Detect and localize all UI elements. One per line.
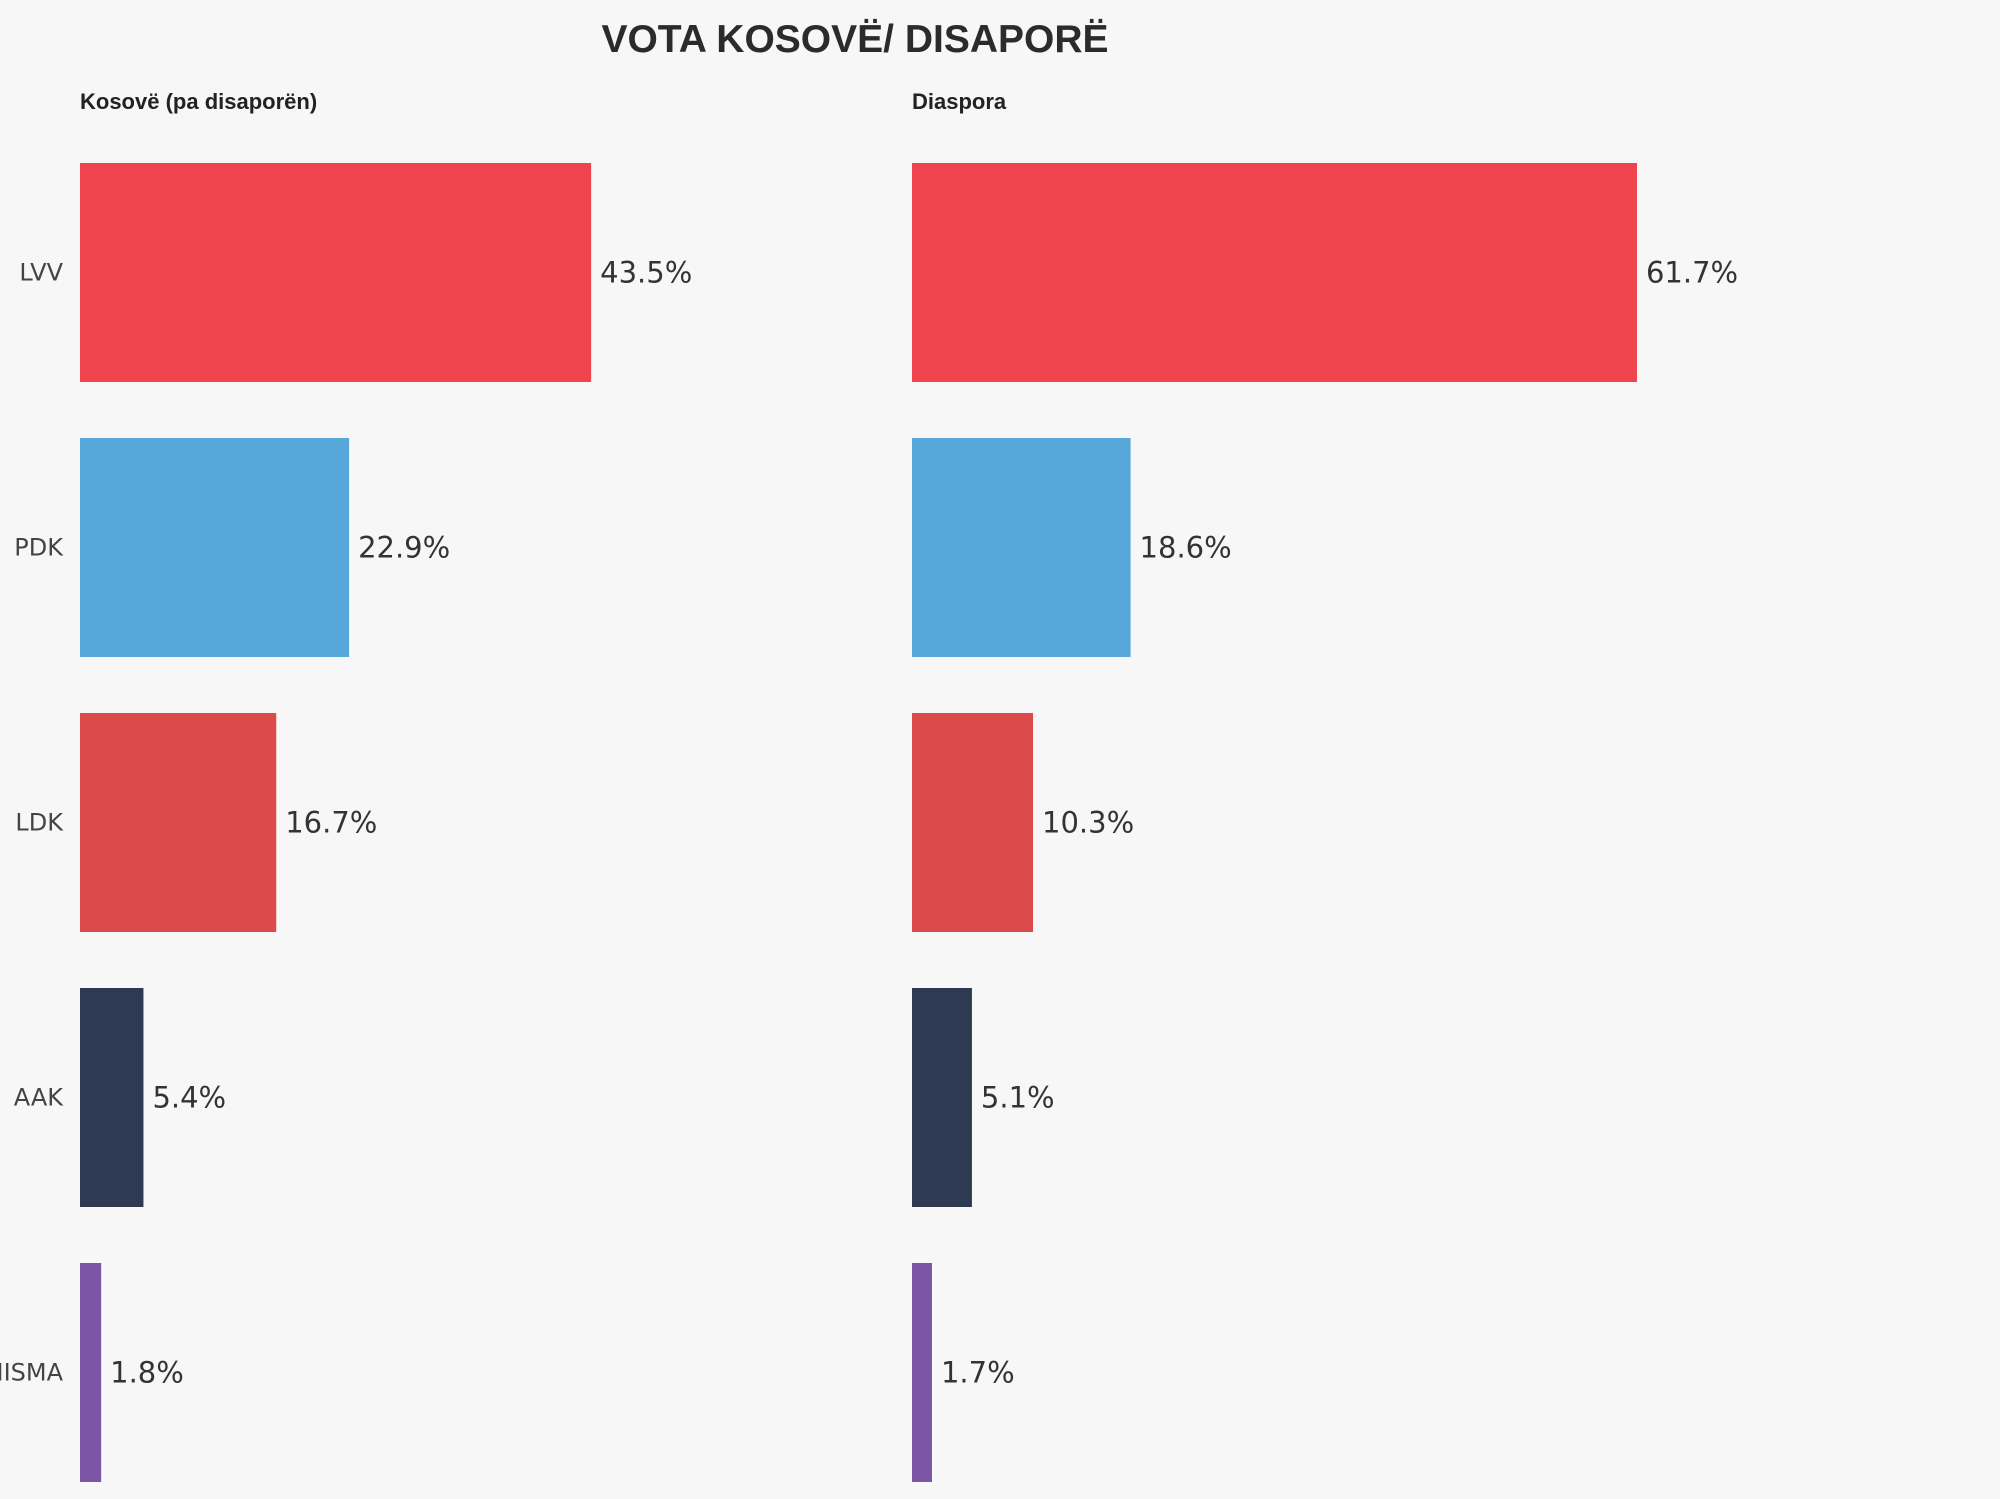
bar-diaspora-aak <box>912 988 972 1207</box>
value-label-diaspora-nisma: 1.7% <box>941 1356 1015 1390</box>
value-label-diaspora-ldk: 10.3% <box>1042 806 1134 840</box>
bar-kosove-lvv <box>80 163 592 382</box>
value-label-diaspora-lvv: 61.7% <box>1646 256 1738 290</box>
bar-diaspora-nisma <box>912 1263 932 1482</box>
chart-title: VOTA KOSOVË/ DISAPORË <box>601 18 1108 61</box>
panel-title-kosove: Kosovë (pa disaporën) <box>80 89 317 114</box>
bar-diaspora-ldk <box>912 713 1034 932</box>
category-label-ldk: LDK <box>15 809 64 837</box>
panel-kosove: 43.5% LVV 22.9% PDK 16.7% LDK 5.4% AAK 1.8% NISMA <box>0 163 692 1482</box>
bar-diaspora-lvv <box>912 163 1637 382</box>
category-label-lvv: LVV <box>19 259 63 287</box>
bar-kosove-ldk <box>80 713 277 932</box>
value-label-kosove-aak: 5.4% <box>152 1081 226 1115</box>
panel-diaspora: 61.7% 18.6% 10.3% 5.1% 1.7% <box>912 163 1738 1482</box>
bar-kosove-aak <box>80 988 144 1207</box>
panel-title-diaspora: Diaspora <box>912 89 1007 114</box>
category-label-pdk: PDK <box>14 534 64 562</box>
value-label-diaspora-aak: 5.1% <box>981 1081 1055 1115</box>
value-label-diaspora-pdk: 18.6% <box>1140 531 1232 565</box>
value-label-kosove-lvv: 43.5% <box>600 256 692 290</box>
bar-diaspora-pdk <box>912 438 1131 657</box>
value-label-kosove-ldk: 16.7% <box>285 806 377 840</box>
category-label-aak: AAK <box>14 1084 65 1112</box>
category-label-nisma: NISMA <box>0 1359 64 1387</box>
value-label-kosove-nisma: 1.8% <box>110 1356 184 1390</box>
bar-kosove-pdk <box>80 438 350 657</box>
value-label-kosove-pdk: 22.9% <box>358 531 450 565</box>
bar-kosove-nisma <box>80 1263 102 1482</box>
